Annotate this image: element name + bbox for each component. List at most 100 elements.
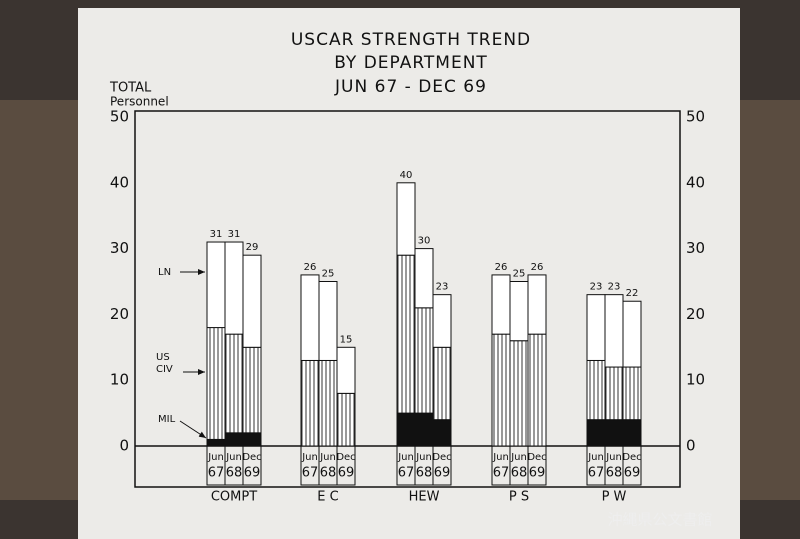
period-year: 67	[493, 466, 510, 481]
bar-segment	[224, 241, 244, 335]
bar-segment	[527, 333, 547, 447]
period-year: 68	[511, 466, 528, 481]
total-label: 23	[608, 282, 621, 293]
period-year: 67	[398, 466, 415, 481]
period-year: 68	[416, 466, 433, 481]
period-month: Jun	[415, 452, 432, 463]
bar-segment	[318, 281, 338, 361]
bar-segment	[604, 366, 624, 421]
bar-segment	[604, 419, 624, 447]
bar-segment	[414, 412, 434, 447]
y-label: Personnel	[110, 95, 169, 109]
period-year: 69	[338, 466, 355, 481]
group-label: E C	[317, 490, 338, 505]
bar-segment	[622, 419, 642, 447]
total-label: 26	[495, 262, 508, 273]
bar-segment	[300, 359, 320, 447]
bar-segment	[432, 346, 452, 421]
period-year: 67	[588, 466, 605, 481]
bar-segment	[224, 333, 244, 434]
y-tick-label: 30	[110, 239, 129, 257]
period-month: Dec	[527, 452, 546, 463]
period-month: Jun	[319, 452, 336, 463]
group-label: P W	[602, 490, 627, 505]
wall-right	[740, 100, 800, 500]
y-tick-label: 10	[110, 371, 129, 389]
total-label: 26	[304, 262, 317, 273]
total-label: 15	[340, 334, 353, 345]
y-tick-label: 50	[110, 108, 129, 126]
period-month: Jun	[301, 452, 318, 463]
total-label: 31	[228, 229, 241, 240]
bar-segment	[432, 419, 452, 447]
bar-segment	[206, 327, 226, 440]
bar-segment	[318, 359, 338, 447]
title: BY DEPARTMENT	[334, 53, 488, 73]
period-month: Jun	[207, 452, 224, 463]
total-label: 23	[590, 282, 603, 293]
period-month: Dec	[432, 452, 451, 463]
period-month: Jun	[225, 452, 242, 463]
bar-segment	[527, 274, 547, 335]
total-label: 22	[626, 288, 639, 299]
period-year: 69	[244, 466, 261, 481]
total-label: 30	[418, 236, 431, 247]
bar-segment	[206, 241, 226, 329]
y-label: TOTAL	[109, 81, 152, 96]
y2-tick-label: 40	[686, 173, 705, 191]
y2-tick-label: 10	[686, 371, 705, 389]
y-tick-label: 20	[110, 305, 129, 323]
period-year: 69	[434, 466, 451, 481]
bar-segment	[491, 333, 511, 447]
y-tick-label: 0	[119, 437, 129, 455]
bar-segment	[242, 346, 262, 434]
bar-segment	[414, 248, 434, 309]
title: USCAR STRENGTH TREND	[291, 30, 531, 50]
period-month: Jun	[397, 452, 414, 463]
period-month: Dec	[242, 452, 261, 463]
legend-label-box: US CIV	[156, 352, 173, 375]
group-label: P S	[509, 490, 529, 505]
bar-segment	[396, 182, 416, 256]
total-label: 29	[246, 242, 259, 253]
bar-segment	[509, 340, 529, 447]
total-label: 31	[210, 229, 223, 240]
y2-tick-label: 0	[686, 437, 696, 455]
y2-tick-label: 20	[686, 305, 705, 323]
bar-segment	[206, 438, 226, 447]
period-year: 68	[320, 466, 337, 481]
group-label: COMPT	[211, 490, 257, 505]
y2-tick-label: 30	[686, 239, 705, 257]
bar-segment	[509, 281, 529, 342]
period-year: 67	[208, 466, 225, 481]
period-year: 68	[226, 466, 243, 481]
total-label: 40	[400, 170, 413, 181]
period-month: Dec	[336, 452, 355, 463]
bar-segment	[396, 254, 416, 414]
y2-tick-label: 50	[686, 108, 705, 126]
legend-label: MIL	[158, 414, 176, 425]
arrow	[179, 420, 207, 439]
bar-segment	[491, 274, 511, 335]
group-label: HEW	[409, 490, 440, 505]
total-label: 25	[513, 269, 526, 280]
bar-segment	[586, 359, 606, 421]
bar-segment	[300, 274, 320, 361]
period-month: Jun	[510, 452, 527, 463]
period-year: 69	[529, 466, 546, 481]
bar-segment	[242, 432, 262, 447]
period-year: 67	[302, 466, 319, 481]
title: JUN 67 - DEC 69	[334, 77, 487, 97]
period-year: 69	[624, 466, 641, 481]
legend-label: US CIV	[156, 352, 173, 375]
plot-frame	[134, 110, 681, 488]
period-month: Jun	[605, 452, 622, 463]
period-month: Jun	[492, 452, 509, 463]
bar-segment	[396, 412, 416, 447]
wall-left	[0, 100, 78, 500]
period-month: Dec	[622, 452, 641, 463]
bar-segment	[622, 366, 642, 421]
total-label: 23	[436, 282, 449, 293]
bar-segment	[242, 254, 262, 348]
